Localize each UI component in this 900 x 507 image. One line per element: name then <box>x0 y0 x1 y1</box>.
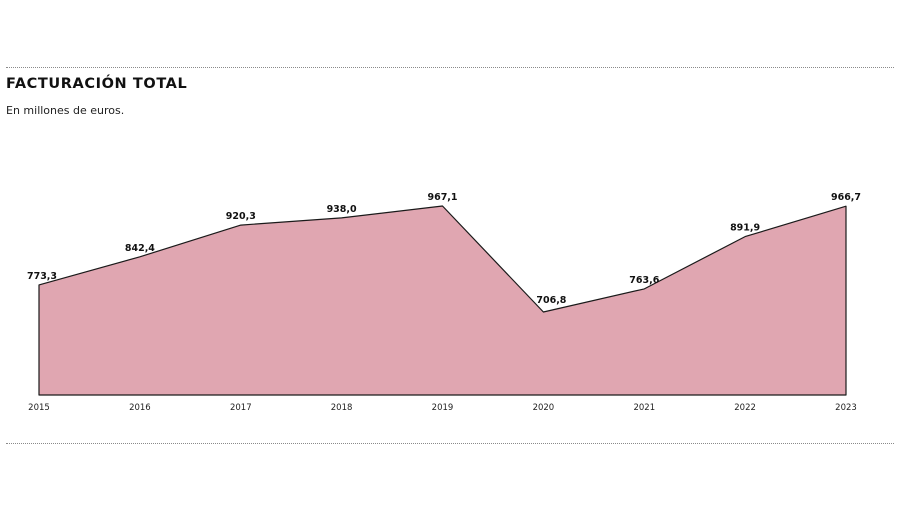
x-axis-label: 2023 <box>835 403 857 413</box>
x-axis-label: 2019 <box>432 403 454 413</box>
bottom-divider <box>6 443 894 444</box>
x-axis-label: 2021 <box>633 403 655 413</box>
x-axis-label: 2017 <box>230 403 252 413</box>
value-label: 773,3 <box>27 271 57 282</box>
value-label: 706,8 <box>536 295 566 306</box>
value-label: 891,9 <box>730 223 760 234</box>
chart-title: FACTURACIÓN TOTAL <box>6 76 188 92</box>
value-label: 938,0 <box>327 204 357 215</box>
value-label: 763,6 <box>629 275 659 286</box>
value-label: 966,7 <box>831 192 861 203</box>
value-label: 967,1 <box>427 192 457 203</box>
x-axis-label: 2016 <box>129 403 151 413</box>
top-divider <box>6 67 894 68</box>
x-axis-label: 2015 <box>28 403 50 413</box>
value-label: 920,3 <box>226 211 256 222</box>
x-axis-label: 2018 <box>331 403 353 413</box>
area-series <box>38 205 847 396</box>
x-axis-label: 2022 <box>734 403 756 413</box>
chart-subtitle: En millones de euros. <box>6 104 125 117</box>
x-axis-labels: 2015 2016 2017 2018 2019 2020 2021 2022 2023 <box>28 403 857 413</box>
value-label: 842,4 <box>125 243 155 254</box>
x-axis-label: 2020 <box>533 403 555 413</box>
value-labels: 773,3 842,4 920,3 938,0 967,1 706,8 763,6 891,9… <box>27 192 861 306</box>
